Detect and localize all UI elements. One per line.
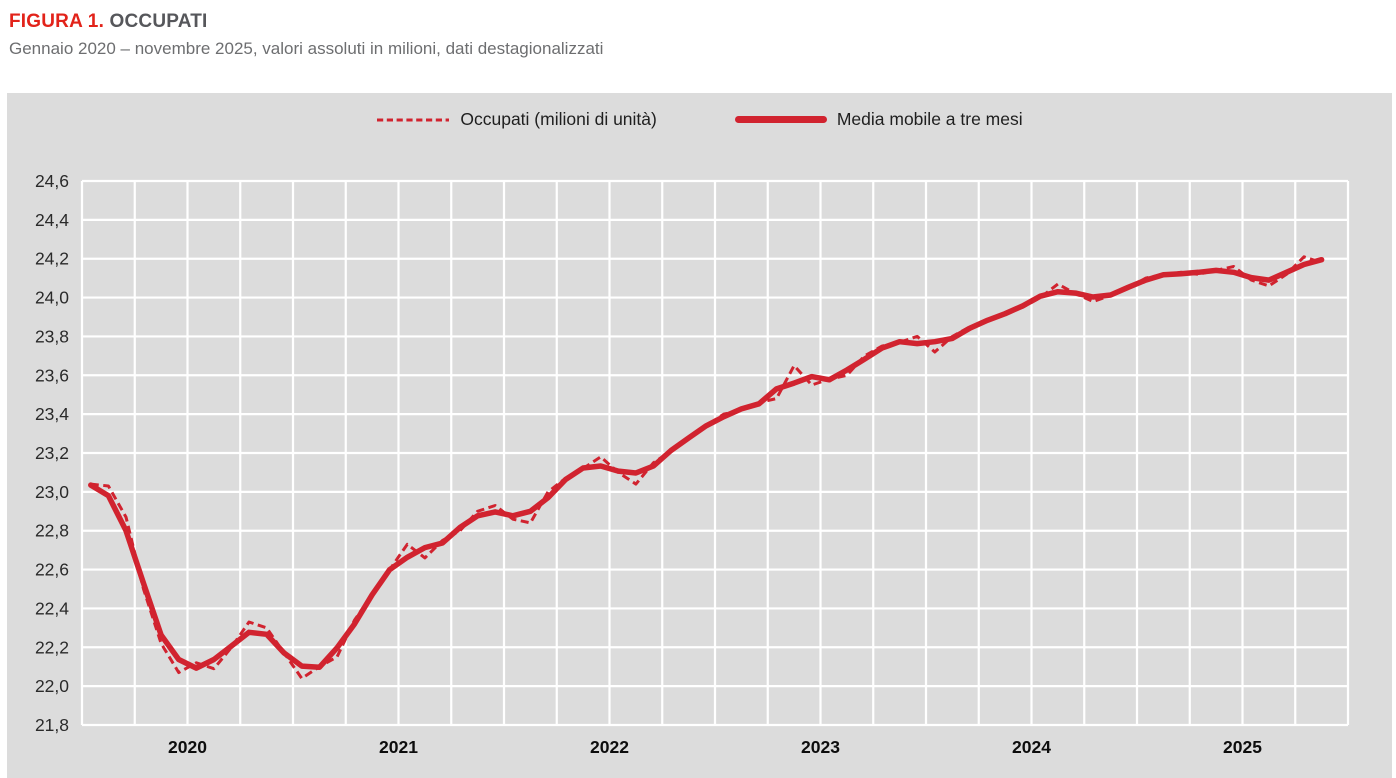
figure-heading: FIGURA 1. OCCUPATI [9, 10, 603, 34]
y-tick-label: 21,8 [35, 715, 69, 735]
y-tick-label: 22,8 [35, 521, 69, 541]
y-tick-label: 22,6 [35, 560, 69, 580]
dashed-line-swatch-icon [377, 118, 450, 121]
employment-line-chart: 24,6 24,4 24,2 24,0 23,8 23,6 23,4 23,2 23,0 22,8… [35, 171, 1350, 757]
y-tick-label: 24,0 [35, 288, 69, 308]
figure-title-block: FIGURA 1. OCCUPATI Gennaio 2020 – novemb… [9, 10, 603, 59]
y-tick-label: 22,4 [35, 598, 69, 618]
figure-title: OCCUPATI [109, 11, 208, 32]
y-tick-label: 22,2 [35, 637, 69, 657]
legend-item-occupati: Occupati (milioni di unità) [376, 109, 657, 130]
x-tick-label: 2024 [1012, 737, 1051, 757]
figure-number-label: FIGURA 1. [9, 11, 105, 32]
y-tick-label: 23,0 [35, 482, 69, 502]
x-tick-label: 2022 [590, 737, 629, 757]
media-mobile-solid-line [88, 256, 1325, 671]
y-tick-label: 22,0 [35, 676, 69, 696]
x-axis-year-labels: 2020 2021 2022 2023 2024 2025 [168, 737, 1262, 757]
grid-lines [80, 179, 1350, 727]
legend-label-media-mobile: Media mobile a tre mesi [836, 109, 1023, 129]
y-tick-label: 24,4 [35, 210, 69, 230]
y-tick-label: 23,2 [35, 443, 69, 463]
y-axis-tick-labels: 24,6 24,4 24,2 24,0 23,8 23,6 23,4 23,2 23,0 22,8… [35, 171, 69, 735]
figure-subtitle: Gennaio 2020 – novembre 2025, valori ass… [9, 38, 604, 58]
x-tick-label: 2020 [168, 737, 207, 757]
chart-panel: Occupati (milioni di unità) Media mobile… [7, 93, 1392, 778]
y-tick-label: 23,8 [35, 326, 69, 346]
y-tick-label: 23,4 [35, 404, 69, 424]
legend-label-occupati: Occupati (milioni di unità) [460, 109, 657, 129]
solid-line-swatch-icon [734, 116, 827, 123]
y-tick-label: 24,6 [35, 171, 69, 191]
x-tick-label: 2021 [379, 737, 418, 757]
legend-item-media-mobile: Media mobile a tre mesi [734, 109, 1023, 130]
x-tick-label: 2023 [801, 737, 840, 757]
x-tick-label: 2025 [1223, 737, 1262, 757]
chart-legend: Occupati (milioni di unità) Media mobile… [7, 109, 1392, 130]
y-tick-label: 24,2 [35, 249, 69, 269]
y-tick-label: 23,6 [35, 365, 69, 385]
